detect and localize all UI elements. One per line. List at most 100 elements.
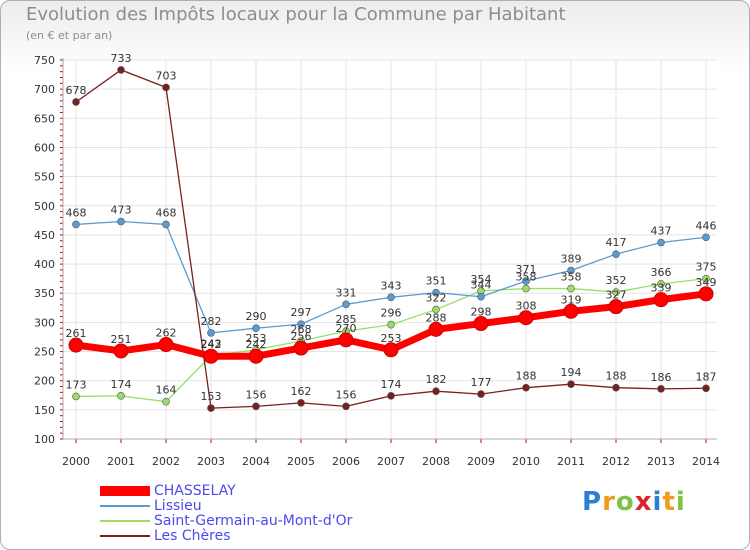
data-point xyxy=(203,348,219,364)
data-label: 322 xyxy=(426,292,447,305)
data-point xyxy=(653,292,669,308)
data-point xyxy=(608,299,624,315)
data-point xyxy=(477,292,485,301)
chart-subtitle: (en € et par an) xyxy=(26,29,113,42)
data-point xyxy=(293,340,309,356)
data-label: 343 xyxy=(381,279,402,292)
legend-label: Saint-Germain-au-Mont-d'Or xyxy=(154,513,353,529)
data-label: 366 xyxy=(651,266,672,279)
y-tick-label: 750 xyxy=(34,54,55,67)
data-label: 186 xyxy=(651,371,672,384)
data-label: 308 xyxy=(516,300,537,313)
x-tick-label: 2004 xyxy=(242,455,270,468)
data-point xyxy=(567,266,575,275)
data-label: 162 xyxy=(291,385,312,398)
data-point xyxy=(522,284,530,293)
y-tick-label: 250 xyxy=(34,346,55,359)
plot-area xyxy=(63,60,717,439)
data-label: 375 xyxy=(696,261,717,274)
data-label: 473 xyxy=(111,204,132,217)
data-point xyxy=(563,303,579,319)
data-point xyxy=(338,332,354,348)
data-point xyxy=(383,342,399,358)
data-point xyxy=(72,98,80,106)
x-tick-label: 2000 xyxy=(62,455,90,468)
data-point xyxy=(117,66,125,74)
data-label: 282 xyxy=(201,315,222,328)
data-point xyxy=(657,238,665,247)
data-label: 354 xyxy=(471,273,492,286)
data-label: 174 xyxy=(111,378,132,391)
data-point xyxy=(68,337,84,353)
data-point xyxy=(612,383,620,392)
legend-label: CHASSELAY xyxy=(154,483,236,499)
x-tick-label: 2002 xyxy=(152,455,180,468)
data-label: 358 xyxy=(516,271,537,284)
logo-letter: x xyxy=(634,487,653,517)
data-label: 290 xyxy=(246,310,267,323)
x-tick-label: 2012 xyxy=(602,455,630,468)
data-label: 156 xyxy=(336,388,357,401)
y-tick-label: 400 xyxy=(34,258,55,271)
data-label: 344 xyxy=(471,279,492,292)
data-label: 298 xyxy=(471,306,492,319)
data-point xyxy=(702,233,710,242)
legend-swatch xyxy=(100,520,150,522)
data-point xyxy=(387,392,395,400)
data-point xyxy=(207,404,215,412)
data-label: 319 xyxy=(561,293,582,306)
data-point xyxy=(432,288,440,297)
legend-label: Les Chères xyxy=(154,528,231,544)
data-label: 256 xyxy=(291,330,312,343)
data-point xyxy=(72,392,80,401)
data-point xyxy=(612,288,620,296)
x-tick-label: 2009 xyxy=(467,455,495,468)
data-label: 194 xyxy=(561,366,582,379)
logo-letter: o xyxy=(615,487,635,517)
data-point xyxy=(518,310,534,326)
data-point xyxy=(297,399,305,407)
y-tick-label: 100 xyxy=(34,433,55,446)
data-label: 177 xyxy=(471,376,492,389)
data-point xyxy=(207,329,215,337)
legend-swatch xyxy=(100,505,150,507)
data-label: 437 xyxy=(651,225,672,238)
data-label: 331 xyxy=(336,286,357,299)
x-tick-label: 2014 xyxy=(692,455,720,468)
data-point xyxy=(657,280,665,288)
data-point xyxy=(702,274,710,283)
y-tick-label: 150 xyxy=(34,404,55,417)
y-tick-label: 700 xyxy=(34,83,55,96)
logo-letter: t xyxy=(662,487,676,517)
data-point xyxy=(522,277,530,285)
data-point xyxy=(162,83,170,92)
x-tick-label: 2008 xyxy=(422,455,450,468)
data-label: 351 xyxy=(426,275,447,288)
y-tick-label: 450 xyxy=(34,229,55,242)
series-0 xyxy=(68,286,714,364)
data-point xyxy=(387,293,395,302)
data-label: 253 xyxy=(246,332,267,345)
x-tick-label: 2011 xyxy=(557,455,585,468)
data-point xyxy=(432,387,440,395)
data-label: 288 xyxy=(426,311,447,324)
data-label: 188 xyxy=(606,370,627,383)
data-point xyxy=(567,284,575,293)
legend-swatch xyxy=(100,486,150,496)
data-point xyxy=(252,324,260,333)
data-point xyxy=(162,397,170,406)
x-tick-label: 2007 xyxy=(377,455,405,468)
data-label: 153 xyxy=(201,390,222,403)
data-label: 270 xyxy=(336,322,357,335)
data-point xyxy=(477,390,485,398)
data-point xyxy=(342,402,350,411)
data-point xyxy=(158,337,174,353)
data-label: 268 xyxy=(291,323,312,336)
data-label: 156 xyxy=(246,388,267,401)
data-point xyxy=(117,217,125,226)
legend-swatch xyxy=(100,535,150,537)
data-label: 349 xyxy=(696,276,717,289)
legend-label: Lissieu xyxy=(154,498,202,514)
data-label: 242 xyxy=(201,338,222,351)
